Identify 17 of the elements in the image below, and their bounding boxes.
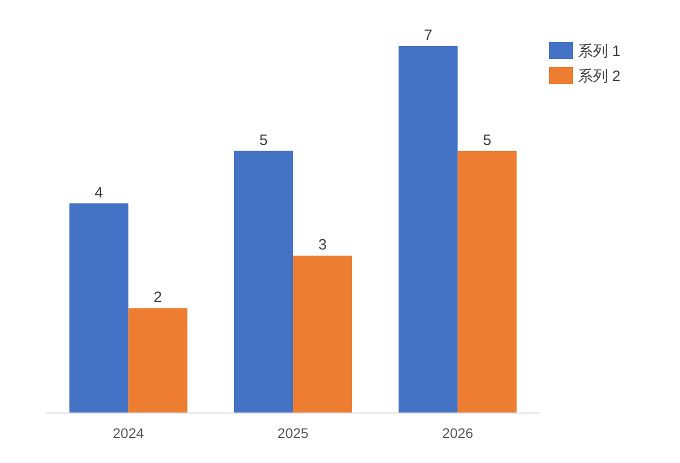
bar: [458, 150, 517, 413]
bar: [234, 150, 293, 413]
data-label: 4: [94, 184, 104, 202]
x-tick-label: 2026: [442, 425, 474, 441]
bar: [293, 256, 352, 413]
data-label: 5: [482, 132, 492, 149]
data-label: 5: [259, 132, 268, 149]
bar: [398, 46, 458, 413]
bar: [69, 203, 128, 413]
data-label: 7: [424, 27, 432, 44]
legend-label: 系列 2: [578, 68, 621, 85]
legend-label: 系列 1: [578, 43, 621, 60]
x-tick-label: 2024: [112, 425, 144, 441]
data-label: 2: [154, 289, 162, 306]
bar: [128, 308, 188, 413]
data-label: 3: [318, 236, 327, 254]
x-tick-label: 2025: [277, 425, 309, 441]
